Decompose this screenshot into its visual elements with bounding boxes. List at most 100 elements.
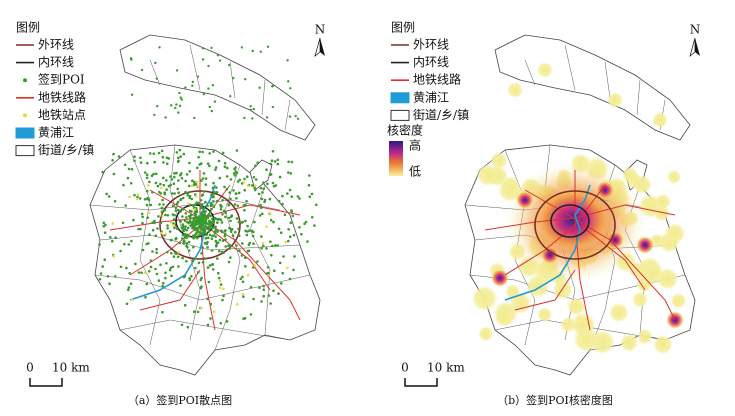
poi-point bbox=[200, 252, 203, 255]
poi-point bbox=[148, 152, 152, 155]
poi-point bbox=[149, 265, 153, 269]
poi-point bbox=[185, 228, 188, 232]
poi-point bbox=[125, 266, 128, 270]
poi-point bbox=[188, 277, 191, 280]
metro-station bbox=[193, 207, 196, 211]
poi-point bbox=[154, 267, 157, 271]
north-arrow bbox=[689, 37, 696, 57]
poi-point bbox=[262, 284, 265, 288]
poi-point bbox=[203, 214, 207, 218]
poi-point bbox=[186, 220, 189, 224]
poi-point bbox=[225, 175, 229, 178]
metro-station bbox=[218, 279, 222, 283]
poi-point bbox=[119, 265, 123, 269]
poi-point bbox=[203, 241, 207, 245]
poi-point bbox=[212, 200, 215, 203]
metro-station bbox=[136, 197, 139, 201]
poi-point bbox=[232, 172, 236, 175]
poi-point bbox=[201, 177, 205, 180]
district-boundary bbox=[189, 44, 201, 91]
poi-point bbox=[243, 209, 246, 212]
district-boundary bbox=[89, 144, 321, 376]
poi-point bbox=[296, 117, 300, 120]
metro-station bbox=[222, 287, 225, 291]
poi-point bbox=[289, 172, 293, 175]
poi-point bbox=[267, 294, 271, 297]
poi-point bbox=[181, 223, 185, 226]
poi-point bbox=[236, 204, 239, 208]
poi-point bbox=[113, 275, 117, 278]
poi-point bbox=[170, 178, 174, 181]
poi-point bbox=[315, 203, 318, 207]
poi-point bbox=[247, 249, 251, 253]
poi-point bbox=[237, 191, 241, 195]
poi-point bbox=[217, 276, 221, 280]
poi-point bbox=[227, 203, 231, 207]
huangpu-river bbox=[129, 184, 216, 301]
poi-point bbox=[201, 47, 205, 50]
poi-point bbox=[213, 100, 217, 103]
poi-point bbox=[184, 212, 188, 215]
poi-point bbox=[153, 221, 156, 225]
poi-point bbox=[286, 192, 289, 195]
district-boundary bbox=[524, 59, 536, 86]
poi-point bbox=[212, 193, 215, 196]
poi-point bbox=[181, 256, 184, 260]
legend-label: 街道/乡/镇 bbox=[413, 108, 469, 122]
poi-point bbox=[266, 271, 270, 275]
poi-point bbox=[216, 230, 219, 233]
poi-point bbox=[185, 260, 188, 263]
scale-bar bbox=[29, 378, 63, 387]
metro-station bbox=[253, 264, 257, 267]
poi-point bbox=[166, 227, 169, 230]
poi-point bbox=[128, 271, 131, 275]
legend-symbol bbox=[23, 113, 27, 118]
poi-point bbox=[233, 203, 237, 206]
metro-station bbox=[235, 302, 239, 306]
poi-point bbox=[106, 275, 110, 278]
poi-point bbox=[262, 294, 266, 298]
density-blob bbox=[606, 231, 624, 249]
scale-end: 10 km bbox=[427, 361, 465, 375]
poi-point bbox=[239, 277, 243, 281]
poi-point bbox=[98, 243, 101, 246]
poi-point bbox=[156, 227, 159, 230]
poi-point bbox=[174, 237, 177, 241]
density-blob bbox=[622, 167, 638, 183]
poi-point bbox=[269, 218, 273, 222]
metro-station bbox=[267, 274, 270, 277]
poi-point bbox=[161, 310, 164, 314]
poi-point bbox=[209, 202, 213, 205]
poi-point bbox=[256, 260, 259, 263]
density-blob bbox=[654, 193, 671, 210]
poi-point bbox=[183, 233, 187, 236]
metro-station bbox=[164, 232, 167, 236]
poi-point bbox=[268, 197, 272, 201]
metro-line bbox=[574, 170, 591, 331]
poi-point bbox=[262, 187, 266, 191]
poi-point bbox=[148, 180, 151, 184]
poi-point bbox=[197, 261, 201, 265]
poi-point bbox=[162, 176, 165, 180]
poi-point bbox=[189, 224, 193, 227]
poi-point bbox=[206, 162, 210, 165]
poi-point bbox=[212, 268, 215, 271]
metro-line bbox=[149, 189, 301, 321]
poi-point bbox=[121, 221, 125, 225]
poi-point bbox=[187, 240, 191, 244]
poi-point bbox=[206, 222, 209, 226]
poi-point bbox=[242, 295, 245, 298]
poi-point bbox=[214, 166, 218, 169]
metro-station bbox=[194, 195, 198, 198]
poi-point bbox=[283, 213, 287, 217]
poi-point bbox=[263, 198, 267, 202]
district-boundary bbox=[214, 164, 241, 351]
poi-point bbox=[177, 265, 180, 268]
legend-label: 外环线 bbox=[413, 38, 449, 52]
metro-station bbox=[187, 202, 190, 205]
poi-point bbox=[210, 249, 214, 252]
poi-point bbox=[183, 303, 187, 307]
metro-station bbox=[261, 241, 265, 245]
poi-point bbox=[223, 165, 227, 168]
poi-point bbox=[126, 176, 130, 180]
